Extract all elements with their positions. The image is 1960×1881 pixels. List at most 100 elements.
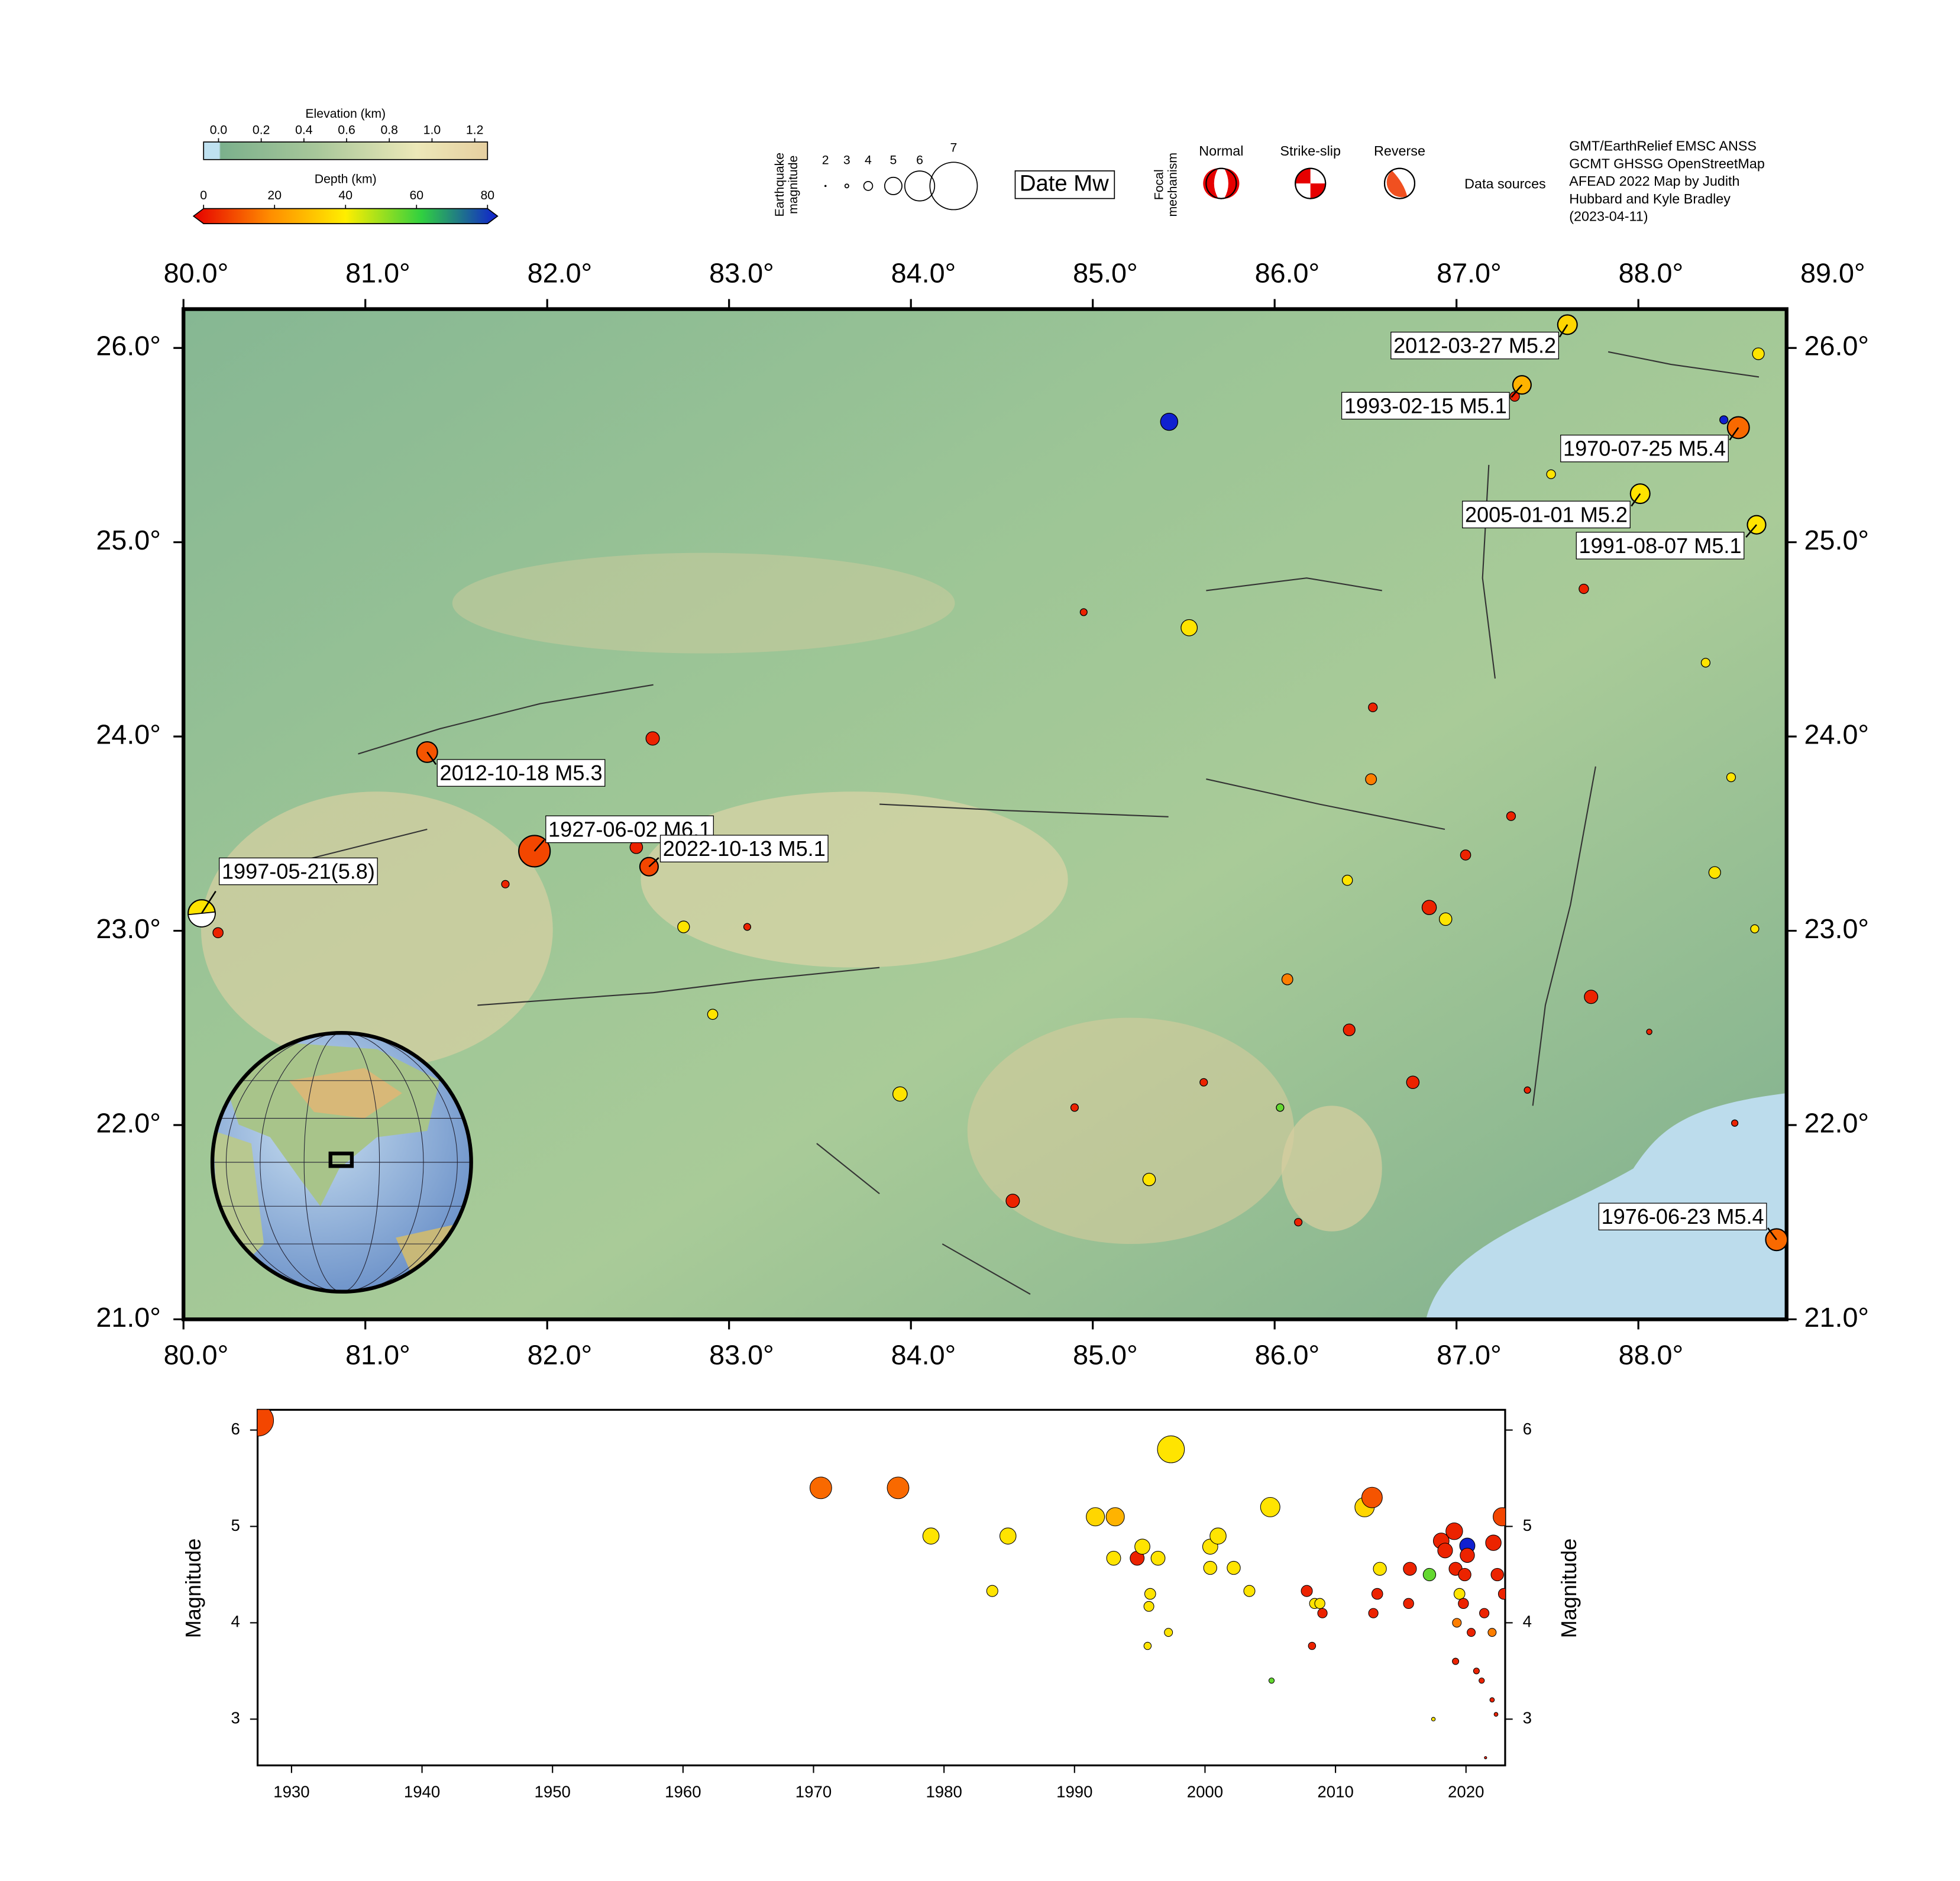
colorbar-tick-label: 0.8 (380, 123, 398, 137)
y-tick-label: 4 (1523, 1612, 1532, 1631)
timeline-point (999, 1527, 1017, 1545)
earthquake (892, 1086, 908, 1102)
earthquake (707, 1009, 719, 1020)
label-box (219, 857, 378, 885)
timeline-point (257, 1410, 274, 1437)
earthquake (1142, 1172, 1156, 1187)
x-tick-label: 89.0° (1800, 258, 1865, 289)
colorbar-tick-label: 40 (338, 188, 352, 202)
legend-sources-title: Data sources (1464, 176, 1546, 191)
y-tick-label: 23.0° (1804, 913, 1870, 944)
timeline-point (1134, 1539, 1150, 1555)
y-tick-label: 25.0° (96, 525, 161, 555)
label-leader (1558, 324, 1568, 338)
x-tick-label: 85.0° (1073, 258, 1138, 289)
earthquake (1406, 1075, 1420, 1090)
y-tick-label: 23.0° (96, 913, 161, 944)
legend: Elevation (km) 0.0 0.2 0.4 0.6 0.8 1.0 1.2 Depth… (192, 106, 1765, 224)
y-tick-label: 6 (1523, 1420, 1532, 1438)
x-tick-label: 80.0° (164, 258, 229, 289)
x-tick-label: 88.0° (1619, 1340, 1684, 1371)
earthquake (1719, 415, 1729, 425)
timeline-point (1458, 1568, 1471, 1582)
legend-size-label: 4 (865, 153, 872, 167)
label-leader (426, 751, 437, 765)
label-box (1576, 532, 1745, 560)
x-tick-label: 1930 (273, 1783, 309, 1801)
earthquake (1708, 866, 1721, 879)
timeline-point (1086, 1507, 1105, 1527)
x-tick-label: 86.0° (1255, 1340, 1320, 1371)
beachball-quadrant (1295, 168, 1326, 199)
earthquake (1070, 1103, 1079, 1112)
x-tick-label: 87.0° (1437, 258, 1502, 289)
timeline-point (1268, 1678, 1275, 1684)
timeline-point (1143, 1601, 1154, 1612)
earthquake (1579, 583, 1589, 594)
legend-size-label: 3 (843, 153, 850, 167)
event-label: 1993-02-15 M5.1 (1344, 393, 1507, 418)
timeline-point (1445, 1522, 1463, 1540)
legend-title: Earthquake (772, 153, 787, 217)
timeline-point (1487, 1628, 1497, 1637)
earthquake (1750, 924, 1760, 933)
earthquake (1294, 1218, 1303, 1227)
earthquake (1584, 990, 1599, 1004)
event-label: 1970-07-25 M5.4 (1563, 437, 1726, 461)
timeline-point (1490, 1568, 1504, 1582)
event-label: 2005-01-01 M5.2 (1465, 502, 1628, 526)
x-tick-label: 1960 (665, 1783, 701, 1801)
x-tick-label: 81.0° (345, 258, 410, 289)
x-tick-label: 85.0° (1073, 1340, 1138, 1371)
timeline-point (1452, 1657, 1460, 1665)
graticule (212, 1033, 471, 1292)
earthquake (1629, 483, 1651, 505)
timeline-point (1479, 1678, 1485, 1684)
legend-sources-line: AFEAD 2022 Map by Judith (1569, 173, 1739, 189)
y-axis-label: Magnitude (181, 1539, 205, 1638)
timeline-point (1453, 1588, 1466, 1600)
timeline-point (1493, 1507, 1505, 1527)
y-tick-label: 22.0° (1804, 1107, 1870, 1138)
legend-focal-label: Normal (1199, 143, 1243, 159)
legend-size-symbol (863, 181, 874, 191)
colorbar-title: Elevation (km) (305, 106, 386, 121)
label-box (1341, 392, 1510, 420)
fault (1206, 778, 1445, 830)
legend-focal-label: Reverse (1374, 143, 1425, 159)
x-tick-label: 83.0° (709, 1340, 774, 1371)
timeline-point (1361, 1486, 1383, 1508)
y-tick-label: 5 (1523, 1516, 1532, 1534)
y-tick-label: 4 (231, 1612, 240, 1631)
earthquake (1180, 619, 1198, 636)
x-tick-label: 84.0° (891, 1340, 956, 1371)
earthquake (1160, 412, 1179, 431)
label-box (1390, 331, 1560, 360)
x-tick-label: 83.0° (709, 258, 774, 289)
timeline-point (1493, 1712, 1499, 1717)
label-leader (1729, 427, 1739, 441)
timeline-point (1489, 1697, 1495, 1703)
legend-size-label: 2 (822, 153, 829, 167)
plateau (1281, 1106, 1382, 1232)
label-leader (1745, 524, 1758, 538)
plateau (200, 791, 553, 1068)
timeline-point (922, 1527, 940, 1545)
colorbar-tick-label: 80 (480, 188, 494, 202)
earthquake (677, 920, 690, 933)
timeline-point (1498, 1588, 1505, 1600)
colorbar-tick-label: 60 (409, 188, 423, 202)
beachball-outline (1295, 167, 1327, 199)
timeline-point (1105, 1507, 1125, 1527)
fault (942, 1243, 1031, 1295)
timeline-point (1467, 1628, 1476, 1637)
timeline-points (257, 1410, 1505, 1760)
plateau (452, 552, 955, 654)
x-tick-label: 1980 (926, 1783, 962, 1801)
earthquake (1368, 702, 1378, 712)
timeline-point (1484, 1756, 1487, 1760)
depth-colorbar (192, 208, 499, 224)
legend-size-label: 6 (916, 153, 923, 167)
